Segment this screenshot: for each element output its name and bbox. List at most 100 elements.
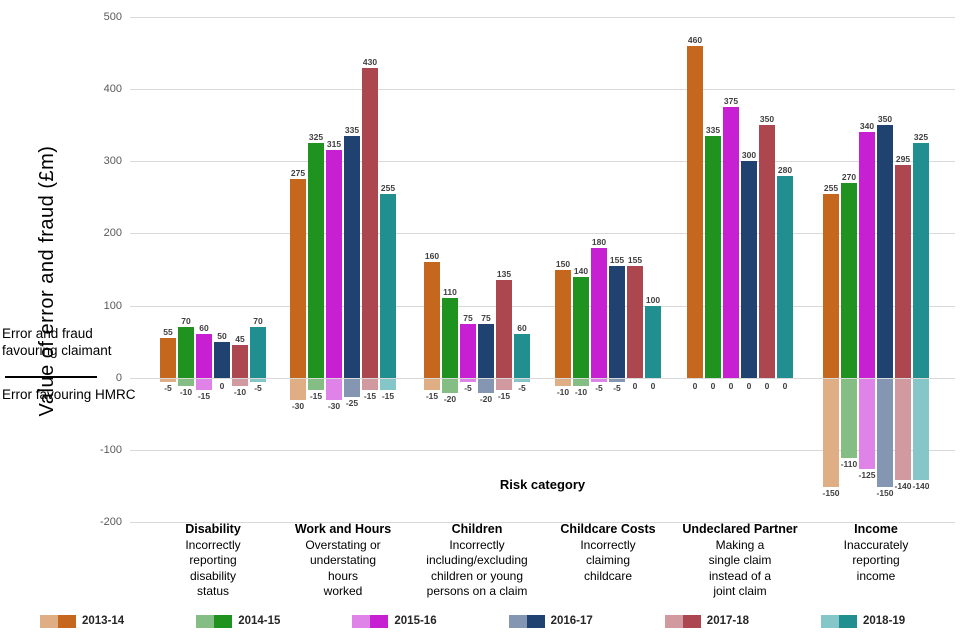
bar-value-label: -15 bbox=[363, 390, 377, 401]
bar-value-label: -15 bbox=[197, 390, 211, 401]
bar-value-label: 255 bbox=[380, 182, 396, 193]
category-title: Childcare Costs bbox=[560, 522, 656, 536]
legend-label: 2014-15 bbox=[238, 615, 281, 627]
bar-2018-19-Children bbox=[514, 334, 530, 378]
bar-2013-14-Children bbox=[424, 262, 440, 378]
legend-swatch-dark bbox=[214, 614, 233, 628]
legend-swatch-light bbox=[508, 614, 527, 628]
y-tick-label--100: -100 bbox=[99, 443, 122, 456]
bar-value-label: -15 bbox=[309, 390, 323, 401]
bar-2017-18-Income bbox=[895, 164, 911, 378]
category-description-line: Incorrectly bbox=[580, 537, 636, 552]
gridline--200 bbox=[130, 522, 955, 523]
bar-value-label: 60 bbox=[199, 323, 209, 334]
bar-2018-19-Work and Hours bbox=[380, 193, 396, 378]
bar-value-label: 0 bbox=[632, 380, 638, 391]
bar-value-label: 155 bbox=[627, 254, 643, 265]
bar-value-label: 180 bbox=[591, 236, 607, 247]
gridline-200 bbox=[130, 233, 955, 235]
bar-neg-2013-14-Children bbox=[424, 378, 440, 390]
gridline-0 bbox=[130, 377, 955, 379]
legend-label: 2016-17 bbox=[550, 615, 593, 627]
bar-neg-2017-18-Disability bbox=[232, 378, 248, 386]
bar-2014-15-Income bbox=[841, 182, 857, 378]
bar-neg-2016-17-Children bbox=[478, 378, 494, 394]
gridline--100 bbox=[130, 449, 955, 451]
bar-value-label: -5 bbox=[595, 383, 603, 394]
category-title: Income bbox=[854, 522, 898, 536]
y-tick-label--200: -200 bbox=[99, 516, 122, 528]
bar-2015-16-Income bbox=[859, 132, 875, 378]
bar-value-label: -140 bbox=[912, 480, 930, 491]
bar-value-label: -20 bbox=[479, 394, 493, 405]
bar-neg-2014-15-Income bbox=[841, 378, 857, 459]
annotation-favouring-claimant: Error and fraud favouring claimant bbox=[2, 326, 112, 358]
y-tick-label-0: 0 bbox=[115, 371, 122, 384]
bar-value-label: 295 bbox=[895, 153, 911, 164]
bar-2016-17-Income bbox=[877, 125, 893, 378]
bar-value-label: 135 bbox=[496, 269, 512, 280]
bar-value-label: 255 bbox=[823, 182, 839, 193]
bar-2013-14-Work and Hours bbox=[290, 179, 306, 378]
category-description-line: childcare bbox=[583, 568, 633, 583]
bar-2017-18-Disability bbox=[232, 345, 248, 378]
category-description-line: joint claim bbox=[713, 584, 767, 598]
gridline-300 bbox=[130, 161, 955, 163]
legend-swatch-dark bbox=[526, 614, 545, 628]
bar-value-label: 110 bbox=[443, 287, 457, 298]
bar-value-label: 0 bbox=[746, 380, 752, 391]
bar-2013-14-Undeclared Partner bbox=[687, 45, 703, 378]
category-description-line: reporting bbox=[189, 553, 237, 567]
bar-2016-17-Undeclared Partner bbox=[741, 161, 757, 378]
bar-value-label: -15 bbox=[381, 390, 395, 401]
bar-2017-18-Work and Hours bbox=[362, 67, 378, 378]
bar-2015-16-Undeclared Partner bbox=[723, 107, 739, 378]
bar-value-label: 160 bbox=[424, 251, 440, 262]
bar-2013-14-Disability bbox=[160, 338, 176, 378]
bar-value-label: 335 bbox=[344, 125, 360, 136]
legend-swatch-light bbox=[664, 614, 683, 628]
bar-neg-2013-14-Disability bbox=[160, 378, 176, 383]
bar-value-label: -20 bbox=[443, 394, 457, 405]
bar-2016-17-Work and Hours bbox=[344, 136, 360, 378]
category-label-work-and-hours: Work and Hours Overstating or understating… bbox=[263, 522, 423, 600]
bar-2017-18-Children bbox=[496, 280, 512, 378]
bar-value-label: 75 bbox=[463, 312, 473, 323]
category-description-line: persons on a claim bbox=[426, 584, 528, 598]
legend-item-2017-18: 2017-18 bbox=[664, 613, 749, 629]
bar-2016-17-Childcare Costs bbox=[609, 265, 625, 378]
bar-2014-15-Undeclared Partner bbox=[705, 136, 721, 378]
bar-neg-2018-19-Work and Hours bbox=[380, 378, 396, 390]
bar-2013-14-Childcare Costs bbox=[555, 269, 571, 378]
bar-neg-2013-14-Income bbox=[823, 378, 839, 487]
legend-swatch-dark bbox=[839, 614, 857, 628]
category-description-line: income bbox=[856, 568, 896, 583]
bar-value-label: -30 bbox=[291, 401, 305, 412]
bar-value-label: -10 bbox=[556, 386, 570, 397]
bar-neg-2016-17-Income bbox=[877, 378, 893, 487]
bar-neg-2018-19-Disability bbox=[250, 378, 266, 383]
bar-2015-16-Children bbox=[460, 323, 476, 378]
category-description-line: worked bbox=[323, 584, 363, 598]
bar-value-label: -10 bbox=[233, 386, 247, 397]
bar-value-label: 335 bbox=[705, 125, 721, 136]
bar-value-label: -15 bbox=[497, 390, 511, 401]
bar-2017-18-Undeclared Partner bbox=[759, 125, 775, 378]
bar-value-label: -5 bbox=[464, 383, 472, 394]
category-description-line: Overstating or bbox=[305, 537, 381, 552]
legend-item-2015-16: 2015-16 bbox=[352, 613, 437, 629]
bar-neg-2015-16-Childcare Costs bbox=[591, 378, 607, 383]
category-label-income: Income Inaccurately reporting income bbox=[796, 522, 956, 584]
category-title: Disability bbox=[185, 522, 241, 536]
bar-value-label: 70 bbox=[181, 316, 191, 327]
bar-value-label: 0 bbox=[692, 380, 698, 391]
bar-value-label: 430 bbox=[362, 56, 378, 67]
category-description-line: hours bbox=[327, 568, 359, 583]
bar-2018-19-Income bbox=[913, 143, 929, 378]
bar-value-label: -150 bbox=[822, 487, 840, 498]
bar-2016-17-Disability bbox=[214, 341, 230, 378]
legend-swatch-light bbox=[196, 614, 215, 628]
bar-value-label: 100 bbox=[645, 294, 661, 305]
bar-value-label: -5 bbox=[164, 383, 172, 394]
bar-value-label: 150 bbox=[555, 258, 571, 269]
